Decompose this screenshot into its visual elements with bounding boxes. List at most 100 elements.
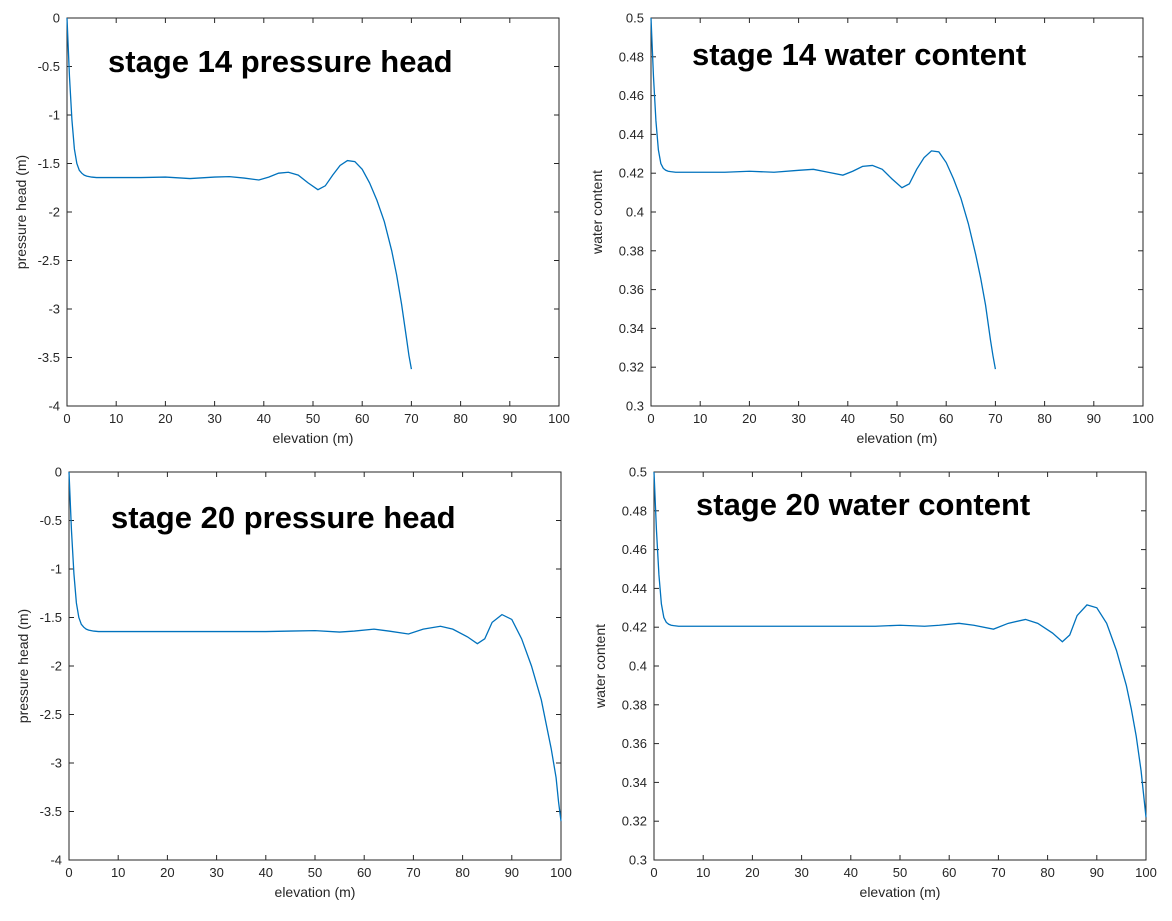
y-tick-label: 0.3 [629, 853, 647, 868]
x-tick-label: 40 [257, 411, 271, 426]
x-tick-label: 10 [696, 865, 710, 880]
x-tick-label: 70 [988, 411, 1002, 426]
y-tick-label: 0.34 [622, 775, 647, 790]
x-tick-label: 10 [109, 411, 123, 426]
x-tick-label: 30 [794, 865, 808, 880]
x-tick-label: 50 [306, 411, 320, 426]
x-tick-label: 40 [841, 411, 855, 426]
x-tick-label: 100 [1135, 865, 1157, 880]
x-tick-label: 20 [158, 411, 172, 426]
y-tick-label: -3 [50, 756, 62, 771]
y-tick-label: -0.5 [40, 513, 62, 528]
y-tick-label: -3.5 [38, 350, 60, 365]
x-tick-label: 90 [503, 411, 517, 426]
x-tick-label: 50 [308, 865, 322, 880]
x-tick-label: 0 [63, 411, 70, 426]
chart-title: stage 14 water content [692, 37, 1026, 72]
y-tick-label: 0.34 [619, 321, 644, 336]
y-tick-label: 0.38 [622, 697, 647, 712]
plot-area-stage-20-water-content [653, 471, 1147, 861]
y-axis-label: pressure head (m) [15, 609, 31, 723]
x-tick-label: 10 [693, 411, 707, 426]
x-tick-label: 90 [1090, 865, 1104, 880]
y-tick-label: 0.32 [619, 360, 644, 375]
y-tick-label: -1 [48, 108, 60, 123]
series-line-stage-20-pressure-head [68, 471, 562, 822]
x-tick-label: 100 [1132, 411, 1154, 426]
series-line-stage-14-pressure-head [66, 17, 413, 370]
x-axis-label: elevation (m) [273, 430, 354, 446]
x-tick-label: 90 [1087, 411, 1101, 426]
y-tick-label: 0.5 [629, 465, 647, 480]
series-line-stage-14-water-content [650, 17, 997, 370]
y-tick-label: 0.32 [622, 814, 647, 829]
y-tick-label: 0.46 [619, 88, 644, 103]
chart-title: stage 20 water content [696, 487, 1030, 522]
y-tick-label: 0.48 [619, 49, 644, 64]
x-tick-label: 60 [357, 865, 371, 880]
x-tick-label: 60 [939, 411, 953, 426]
y-tick-label: 0.38 [619, 243, 644, 258]
y-axis-label: water content [589, 170, 605, 255]
x-tick-label: 20 [742, 411, 756, 426]
y-tick-label: -2.5 [40, 707, 62, 722]
x-tick-label: 100 [548, 411, 570, 426]
x-tick-label: 80 [1040, 865, 1054, 880]
x-tick-label: 30 [791, 411, 805, 426]
x-tick-label: 50 [893, 865, 907, 880]
x-tick-label: 20 [160, 865, 174, 880]
x-tick-label: 20 [745, 865, 759, 880]
chart-title: stage 20 pressure head [111, 500, 456, 535]
plot-area-stage-20-pressure-head [68, 471, 562, 861]
x-axis-label: elevation (m) [857, 430, 938, 446]
y-tick-label: 0.5 [626, 11, 644, 26]
y-tick-label: -0.5 [38, 59, 60, 74]
y-axis-label: pressure head (m) [13, 155, 29, 269]
x-tick-label: 80 [1037, 411, 1051, 426]
y-tick-label: -3 [48, 302, 60, 317]
x-tick-label: 100 [550, 865, 572, 880]
y-tick-label: 0.42 [622, 620, 647, 635]
x-tick-label: 70 [991, 865, 1005, 880]
y-tick-label: -2 [48, 205, 60, 220]
y-tick-label: -1 [50, 562, 62, 577]
x-tick-label: 70 [404, 411, 418, 426]
y-tick-label: 0.3 [626, 399, 644, 414]
y-tick-label: 0.48 [622, 503, 647, 518]
x-tick-label: 10 [111, 865, 125, 880]
y-tick-label: 0.46 [622, 542, 647, 557]
y-tick-label: 0 [53, 11, 60, 26]
y-tick-label: -3.5 [40, 804, 62, 819]
y-tick-label: 0.44 [619, 127, 644, 142]
x-axis-label: elevation (m) [860, 884, 941, 900]
plot-area-stage-14-pressure-head [66, 17, 560, 407]
y-tick-label: -4 [50, 853, 62, 868]
x-tick-label: 80 [455, 865, 469, 880]
y-tick-label: 0.44 [622, 581, 647, 596]
plot-area-stage-14-water-content [650, 17, 1144, 407]
y-tick-label: -1.5 [38, 156, 60, 171]
y-tick-label: 0.36 [622, 736, 647, 751]
x-tick-label: 40 [844, 865, 858, 880]
x-tick-label: 60 [942, 865, 956, 880]
x-tick-label: 0 [647, 411, 654, 426]
y-tick-label: -1.5 [40, 610, 62, 625]
x-tick-label: 60 [355, 411, 369, 426]
y-tick-label: 0 [55, 465, 62, 480]
y-tick-label: 0.36 [619, 282, 644, 297]
y-axis-label: water content [592, 624, 608, 709]
x-tick-label: 30 [207, 411, 221, 426]
y-tick-label: 0.4 [629, 659, 647, 674]
series-line-stage-20-water-content [653, 471, 1147, 818]
x-tick-label: 50 [890, 411, 904, 426]
x-axis-label: elevation (m) [275, 884, 356, 900]
y-tick-label: -2.5 [38, 253, 60, 268]
y-tick-label: -2 [50, 659, 62, 674]
y-tick-label: 0.4 [626, 205, 644, 220]
x-tick-label: 30 [209, 865, 223, 880]
y-tick-label: 0.42 [619, 166, 644, 181]
x-tick-label: 70 [406, 865, 420, 880]
